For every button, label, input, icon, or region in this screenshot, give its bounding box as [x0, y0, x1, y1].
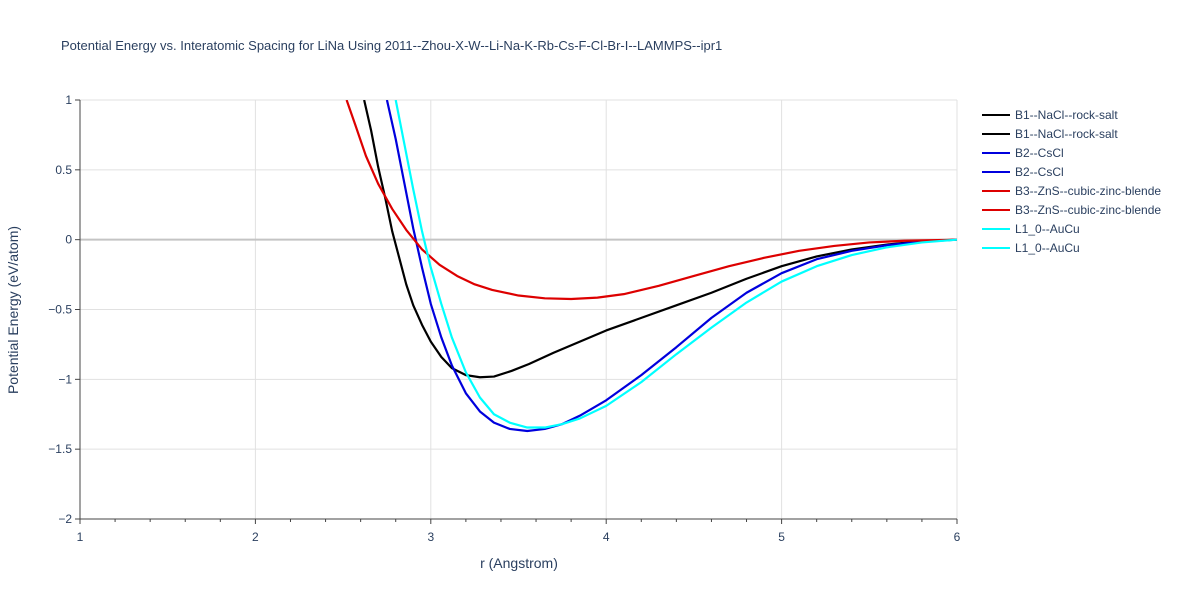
grid [80, 99, 958, 520]
legend-item[interactable]: B3--ZnS--cubic-zinc-blende [982, 203, 1161, 217]
legend-label: B3--ZnS--cubic-zinc-blende [1015, 203, 1161, 217]
legend-item[interactable]: B3--ZnS--cubic-zinc-blende [982, 184, 1161, 198]
legend-label: B2--CsCl [1015, 165, 1064, 179]
y-tick-label: −0.5 [48, 303, 72, 317]
y-tick-label: −1 [58, 372, 72, 386]
y-tick-label: 0.5 [55, 163, 72, 177]
x-axis-title: r (Angstrom) [480, 555, 558, 571]
series-line-0 [363, 100, 957, 379]
legend-item[interactable]: L1_0--AuCu [982, 222, 1080, 236]
legend-label: B1--NaCl--rock-salt [1015, 108, 1118, 122]
chart-title: Potential Energy vs. Interatomic Spacing… [61, 38, 722, 53]
x-tick-label: 1 [77, 530, 84, 544]
legend-item[interactable]: B1--NaCl--rock-salt [982, 108, 1118, 122]
legend-item[interactable]: L1_0--AuCu [982, 241, 1080, 255]
legend-label: L1_0--AuCu [1015, 222, 1080, 236]
x-tick-label: 4 [603, 530, 610, 544]
y-tick-label: −2 [58, 512, 72, 526]
y-tick-label: 1 [65, 93, 72, 107]
legend-label: B2--CsCl [1015, 146, 1064, 160]
legend-label: B1--NaCl--rock-salt [1015, 127, 1118, 141]
x-tick-label: 6 [954, 530, 961, 544]
legend-item[interactable]: B2--CsCl [982, 165, 1064, 179]
y-tick-label: 0 [65, 233, 72, 247]
x-tick-label: 2 [252, 530, 259, 544]
legend: B1--NaCl--rock-salt B1--NaCl--rock-salt B2… [982, 108, 1161, 255]
x-axis-ticks: 1 2 3 4 5 6 [77, 519, 961, 544]
x-tick-label: 5 [778, 530, 785, 544]
legend-label: B3--ZnS--cubic-zinc-blende [1015, 184, 1161, 198]
y-axis-ticks: −2 −1.5 −1 −0.5 0 0.5 1 [48, 93, 80, 526]
y-tick-label: −1.5 [48, 442, 72, 456]
y-axis-title: Potential Energy (eV/atom) [5, 226, 21, 394]
series-line-4 [345, 100, 957, 301]
legend-label: L1_0--AuCu [1015, 241, 1080, 255]
series-line-2 [385, 100, 957, 433]
x-tick-label: 3 [427, 530, 434, 544]
series-line-6 [394, 100, 957, 429]
legend-item[interactable]: B1--NaCl--rock-salt [982, 127, 1118, 141]
legend-item[interactable]: B2--CsCl [982, 146, 1064, 160]
plot-lines [345, 100, 957, 433]
